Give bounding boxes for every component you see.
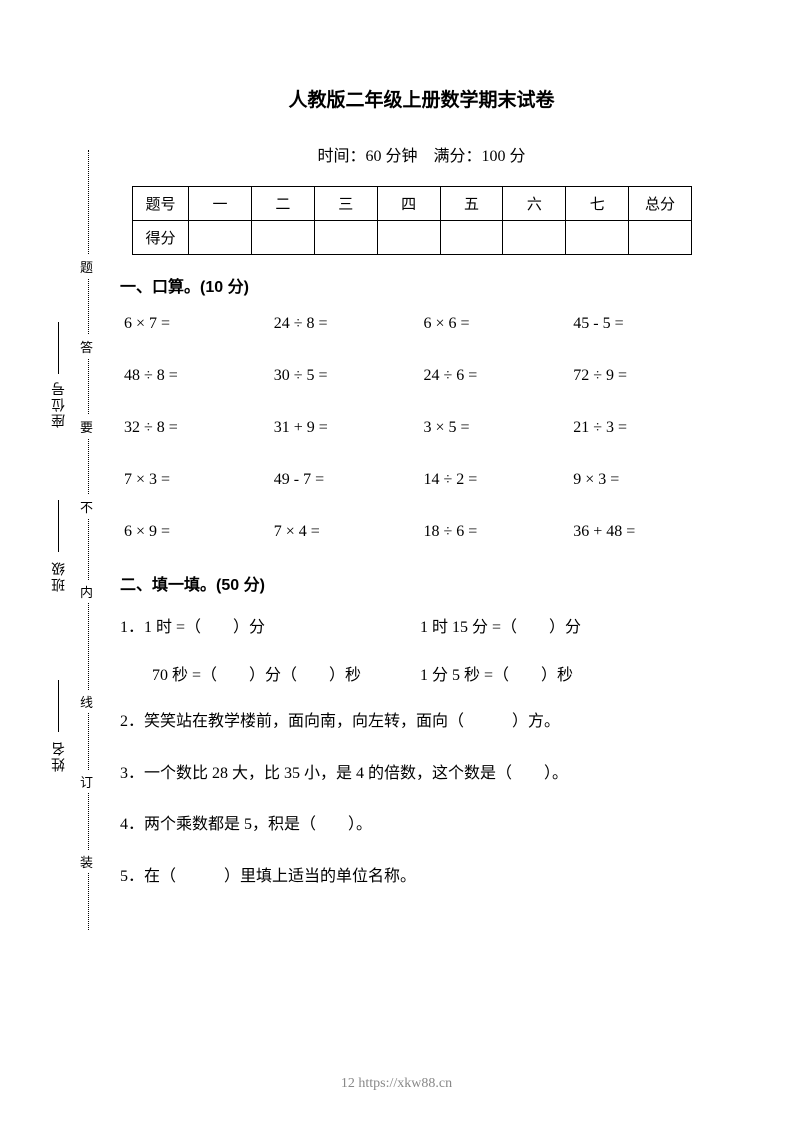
table-row: 得分 <box>133 221 692 255</box>
cell: 五 <box>440 187 503 221</box>
cell <box>629 221 692 255</box>
binding-char: 装 <box>80 850 93 873</box>
calc-item: 7 × 3 = <box>124 471 274 489</box>
cell <box>314 221 377 255</box>
fill-q1a: 1．1 时 =（ ）分 <box>120 613 420 637</box>
side-underline <box>58 322 59 374</box>
side-underline <box>58 500 59 552</box>
calc-item: 36 + 48 = <box>573 523 723 541</box>
calc-item: 31 + 9 = <box>274 419 424 437</box>
page-footer: 12 https://xkw88.cn <box>0 1076 793 1092</box>
calc-item: 6 × 6 = <box>424 315 574 333</box>
side-label: 座位号 <box>50 380 70 428</box>
table-row: 题号 一 二 三 四 五 六 七 总分 <box>133 187 692 221</box>
exam-page: 人教版二年级上册数学期末试卷 时间：60 分钟 满分：100 分 题号 一 二 … <box>0 0 793 1122</box>
fill-q1b: 1 时 15 分 =（ ）分 <box>420 613 581 637</box>
fill-q5: 5．在（ ）里填上适当的单位名称。 <box>120 864 723 890</box>
cell <box>440 221 503 255</box>
fill-q3: 3．一个数比 28 大，比 35 小，是 4 的倍数，这个数是（ ）。 <box>120 761 723 787</box>
side-underline <box>58 680 59 732</box>
calc-item: 7 × 4 = <box>274 523 424 541</box>
cell: 四 <box>377 187 440 221</box>
binding-char: 线 <box>80 690 93 713</box>
cell <box>566 221 629 255</box>
fill-row: 70 秒 =（ ）分（ ）秒 1 分 5 秒 =（ ）秒 <box>120 661 723 685</box>
calc-item: 14 ÷ 2 = <box>424 471 574 489</box>
calc-item: 24 ÷ 8 = <box>274 315 424 333</box>
calc-item: 24 ÷ 6 = <box>424 367 574 385</box>
calc-item: 9 × 3 = <box>573 471 723 489</box>
binding-char: 订 <box>80 770 93 793</box>
exam-title: 人教版二年级上册数学期末试卷 <box>120 85 723 112</box>
fill-q2: 2．笑笑站在教学楼前，面向南，向左转，面向（ ）方。 <box>120 709 723 735</box>
binding-char: 内 <box>80 580 93 603</box>
calc-item: 6 × 9 = <box>124 523 274 541</box>
cell: 总分 <box>629 187 692 221</box>
cell: 一 <box>189 187 252 221</box>
cell: 六 <box>503 187 566 221</box>
calc-item: 21 ÷ 3 = <box>573 419 723 437</box>
cell <box>189 221 252 255</box>
cell: 得分 <box>133 221 189 255</box>
binding-char: 不 <box>80 495 93 518</box>
calc-item: 18 ÷ 6 = <box>424 523 574 541</box>
section2-title: 二、填一填。(50 分) <box>120 571 723 595</box>
fill-q4: 4．两个乘数都是 5，积是（ ）。 <box>120 812 723 838</box>
calculation-grid: 6 × 7 = 24 ÷ 8 = 6 × 6 = 45 - 5 = 48 ÷ 8… <box>120 315 723 541</box>
binding-char: 答 <box>80 335 93 358</box>
cell: 三 <box>314 187 377 221</box>
calc-item: 45 - 5 = <box>573 315 723 333</box>
score-table: 题号 一 二 三 四 五 六 七 总分 得分 <box>132 186 692 255</box>
fill-q1d: 1 分 5 秒 =（ ）秒 <box>420 661 573 685</box>
cell <box>377 221 440 255</box>
fill-q1c: 70 秒 =（ ）分（ ）秒 <box>120 661 420 685</box>
calc-item: 32 ÷ 8 = <box>124 419 274 437</box>
exam-subtitle: 时间：60 分钟 满分：100 分 <box>120 142 723 166</box>
fill-row: 1．1 时 =（ ）分 1 时 15 分 =（ ）分 <box>120 613 723 637</box>
calc-item: 30 ÷ 5 = <box>274 367 424 385</box>
cell <box>503 221 566 255</box>
calc-item: 3 × 5 = <box>424 419 574 437</box>
side-label: 班级 <box>50 560 70 592</box>
section1-title: 一、口算。(10 分) <box>120 273 723 297</box>
side-label: 姓名 <box>50 740 70 772</box>
calc-item: 72 ÷ 9 = <box>573 367 723 385</box>
cell: 二 <box>251 187 314 221</box>
calc-item: 49 - 7 = <box>274 471 424 489</box>
binding-char: 题 <box>80 255 93 278</box>
calc-item: 6 × 7 = <box>124 315 274 333</box>
binding-char: 要 <box>80 415 93 438</box>
cell <box>251 221 314 255</box>
cell: 题号 <box>133 187 189 221</box>
cell: 七 <box>566 187 629 221</box>
calc-item: 48 ÷ 8 = <box>124 367 274 385</box>
